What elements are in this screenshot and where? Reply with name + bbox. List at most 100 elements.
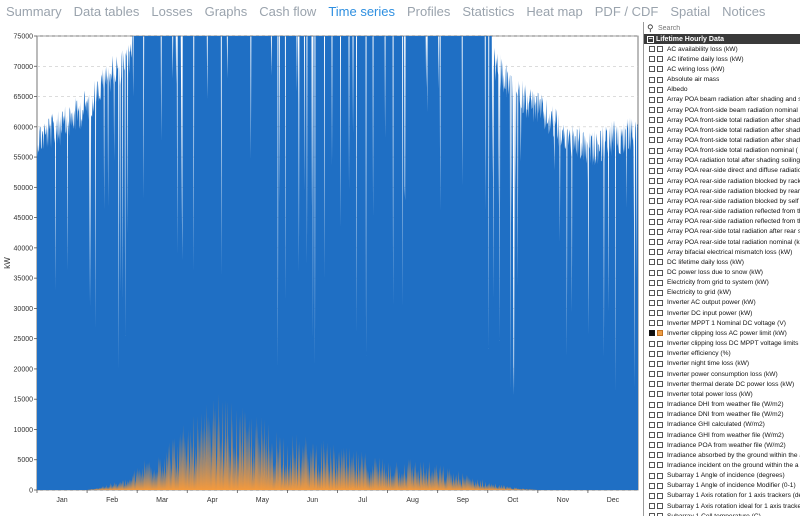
left-axis-checkbox[interactable] (649, 46, 655, 53)
left-axis-checkbox[interactable] (649, 269, 655, 276)
list-item[interactable]: Array POA front-side total radiation aft… (644, 125, 800, 135)
list-item[interactable]: Electricity from grid to system (kW) (644, 278, 800, 288)
list-item[interactable]: Array POA rear-side radiation reflected … (644, 217, 800, 227)
right-axis-checkbox[interactable] (657, 299, 663, 306)
right-axis-checkbox[interactable] (657, 147, 663, 154)
left-axis-checkbox[interactable] (649, 513, 655, 516)
left-axis-checkbox[interactable] (649, 167, 655, 174)
list-item[interactable]: Subarray 1 Cell temperature (C) (644, 511, 800, 516)
list-item[interactable]: Inverter total power loss (kW) (644, 389, 800, 399)
left-axis-checkbox[interactable] (649, 56, 655, 63)
left-axis-checkbox[interactable] (649, 218, 655, 225)
tab-data-tables[interactable]: Data tables (73, 3, 140, 19)
right-axis-checkbox[interactable] (657, 178, 663, 185)
left-axis-checkbox[interactable] (649, 492, 655, 499)
left-axis-checkbox[interactable] (649, 259, 655, 266)
left-axis-checkbox[interactable] (649, 462, 655, 469)
right-axis-checkbox[interactable] (657, 391, 663, 398)
list-item[interactable]: DC lifetime daily loss (kW) (644, 257, 800, 267)
left-axis-checkbox[interactable] (649, 157, 655, 164)
right-axis-checkbox[interactable] (657, 269, 663, 276)
left-axis-checkbox[interactable] (649, 228, 655, 235)
right-axis-checkbox[interactable] (657, 117, 663, 124)
right-axis-checkbox[interactable] (657, 208, 663, 215)
left-axis-checkbox[interactable] (649, 360, 655, 367)
list-item[interactable]: Array POA rear-side total radiation nomi… (644, 237, 800, 247)
right-axis-checkbox[interactable] (657, 330, 663, 337)
left-axis-checkbox[interactable] (649, 503, 655, 510)
right-axis-checkbox[interactable] (657, 46, 663, 53)
right-axis-checkbox[interactable] (657, 360, 663, 367)
left-axis-checkbox[interactable] (649, 239, 655, 246)
right-axis-checkbox[interactable] (657, 56, 663, 63)
list-item[interactable]: Absolute air mass (644, 74, 800, 84)
tab-summary[interactable]: Summary (6, 3, 62, 19)
list-item[interactable]: Irradiance incident on the ground within… (644, 460, 800, 470)
list-item[interactable]: Irradiance GHI calculated (W/m2) (644, 420, 800, 430)
left-axis-checkbox[interactable] (649, 381, 655, 388)
tab-pdf-cdf[interactable]: PDF / CDF (594, 3, 659, 19)
tab-heat-map[interactable]: Heat map (526, 3, 583, 19)
right-axis-checkbox[interactable] (657, 513, 663, 516)
right-axis-checkbox[interactable] (657, 452, 663, 459)
right-axis-checkbox[interactable] (657, 442, 663, 449)
list-item[interactable]: Irradiance GHI from weather file (W/m2) (644, 430, 800, 440)
list-item[interactable]: Inverter DC input power (kW) (644, 308, 800, 318)
left-axis-checkbox[interactable] (649, 411, 655, 418)
tab-profiles[interactable]: Profiles (407, 3, 451, 19)
left-axis-checkbox[interactable] (649, 472, 655, 479)
right-axis-checkbox[interactable] (657, 401, 663, 408)
left-axis-checkbox[interactable] (649, 371, 655, 378)
left-axis-checkbox[interactable] (649, 86, 655, 93)
list-item[interactable]: AC wiring loss (kW) (644, 64, 800, 74)
left-axis-checkbox[interactable] (649, 442, 655, 449)
left-axis-checkbox[interactable] (649, 350, 655, 357)
list-item[interactable]: Array POA rear-side radiation reflected … (644, 207, 800, 217)
left-axis-checkbox[interactable] (649, 208, 655, 215)
list-item[interactable]: Inverter thermal derate DC power loss (k… (644, 379, 800, 389)
right-axis-checkbox[interactable] (657, 381, 663, 388)
list-item[interactable]: Array POA rear-side radiation blocked by… (644, 176, 800, 186)
list-item[interactable]: Inverter power consumption loss (kW) (644, 369, 800, 379)
tab-time-series[interactable]: Time series (328, 3, 396, 19)
time-series-chart[interactable]: 0 5000 10000 15000 20000 25000 30000 35000 40000… (0, 28, 640, 516)
right-axis-checkbox[interactable] (657, 86, 663, 93)
list-item[interactable]: Inverter AC output power (kW) (644, 298, 800, 308)
left-axis-checkbox[interactable] (649, 340, 655, 347)
right-axis-checkbox[interactable] (657, 218, 663, 225)
left-axis-checkbox[interactable] (649, 137, 655, 144)
right-axis-checkbox[interactable] (657, 157, 663, 164)
list-item[interactable]: Irradiance POA from weather file (W/m2) (644, 440, 800, 450)
left-axis-checkbox[interactable] (649, 147, 655, 154)
tab-losses[interactable]: Losses (151, 3, 193, 19)
tab-spatial[interactable]: Spatial (670, 3, 711, 19)
right-axis-checkbox[interactable] (657, 279, 663, 286)
left-axis-checkbox[interactable] (649, 279, 655, 286)
right-axis-checkbox[interactable] (657, 107, 663, 114)
right-axis-checkbox[interactable] (657, 228, 663, 235)
list-item[interactable]: Albedo (644, 85, 800, 95)
tab-cash-flow[interactable]: Cash flow (259, 3, 317, 19)
list-item[interactable]: Irradiance DNI from weather file (W/m2) (644, 410, 800, 420)
left-axis-checkbox[interactable] (649, 432, 655, 439)
right-axis-checkbox[interactable] (657, 96, 663, 103)
right-axis-checkbox[interactable] (657, 289, 663, 296)
list-item[interactable]: AC availability loss (kW) (644, 44, 800, 54)
list-item[interactable]: AC lifetime daily loss (kW) (644, 54, 800, 64)
list-item[interactable]: Array POA front-side beam radiation nomi… (644, 105, 800, 115)
left-axis-checkbox[interactable] (649, 482, 655, 489)
list-item[interactable]: Array POA radiation total after shading … (644, 156, 800, 166)
list-item[interactable]: Inverter clipping loss DC MPPT voltage l… (644, 339, 800, 349)
list-item[interactable]: DC power loss due to snow (kW) (644, 267, 800, 277)
left-axis-checkbox[interactable] (649, 299, 655, 306)
left-axis-checkbox[interactable] (649, 320, 655, 327)
tab-notices[interactable]: Notices (722, 3, 766, 19)
right-axis-checkbox[interactable] (657, 432, 663, 439)
right-axis-checkbox[interactable] (657, 411, 663, 418)
right-axis-checkbox[interactable] (657, 127, 663, 134)
right-axis-checkbox[interactable] (657, 137, 663, 144)
list-item[interactable]: Subarray 1 Axis rotation ideal for 1 axi… (644, 501, 800, 511)
right-axis-checkbox[interactable] (657, 421, 663, 428)
list-item[interactable]: Array POA front-side total radiation nom… (644, 146, 800, 156)
list-item[interactable]: Array POA front-side total radiation aft… (644, 115, 800, 125)
